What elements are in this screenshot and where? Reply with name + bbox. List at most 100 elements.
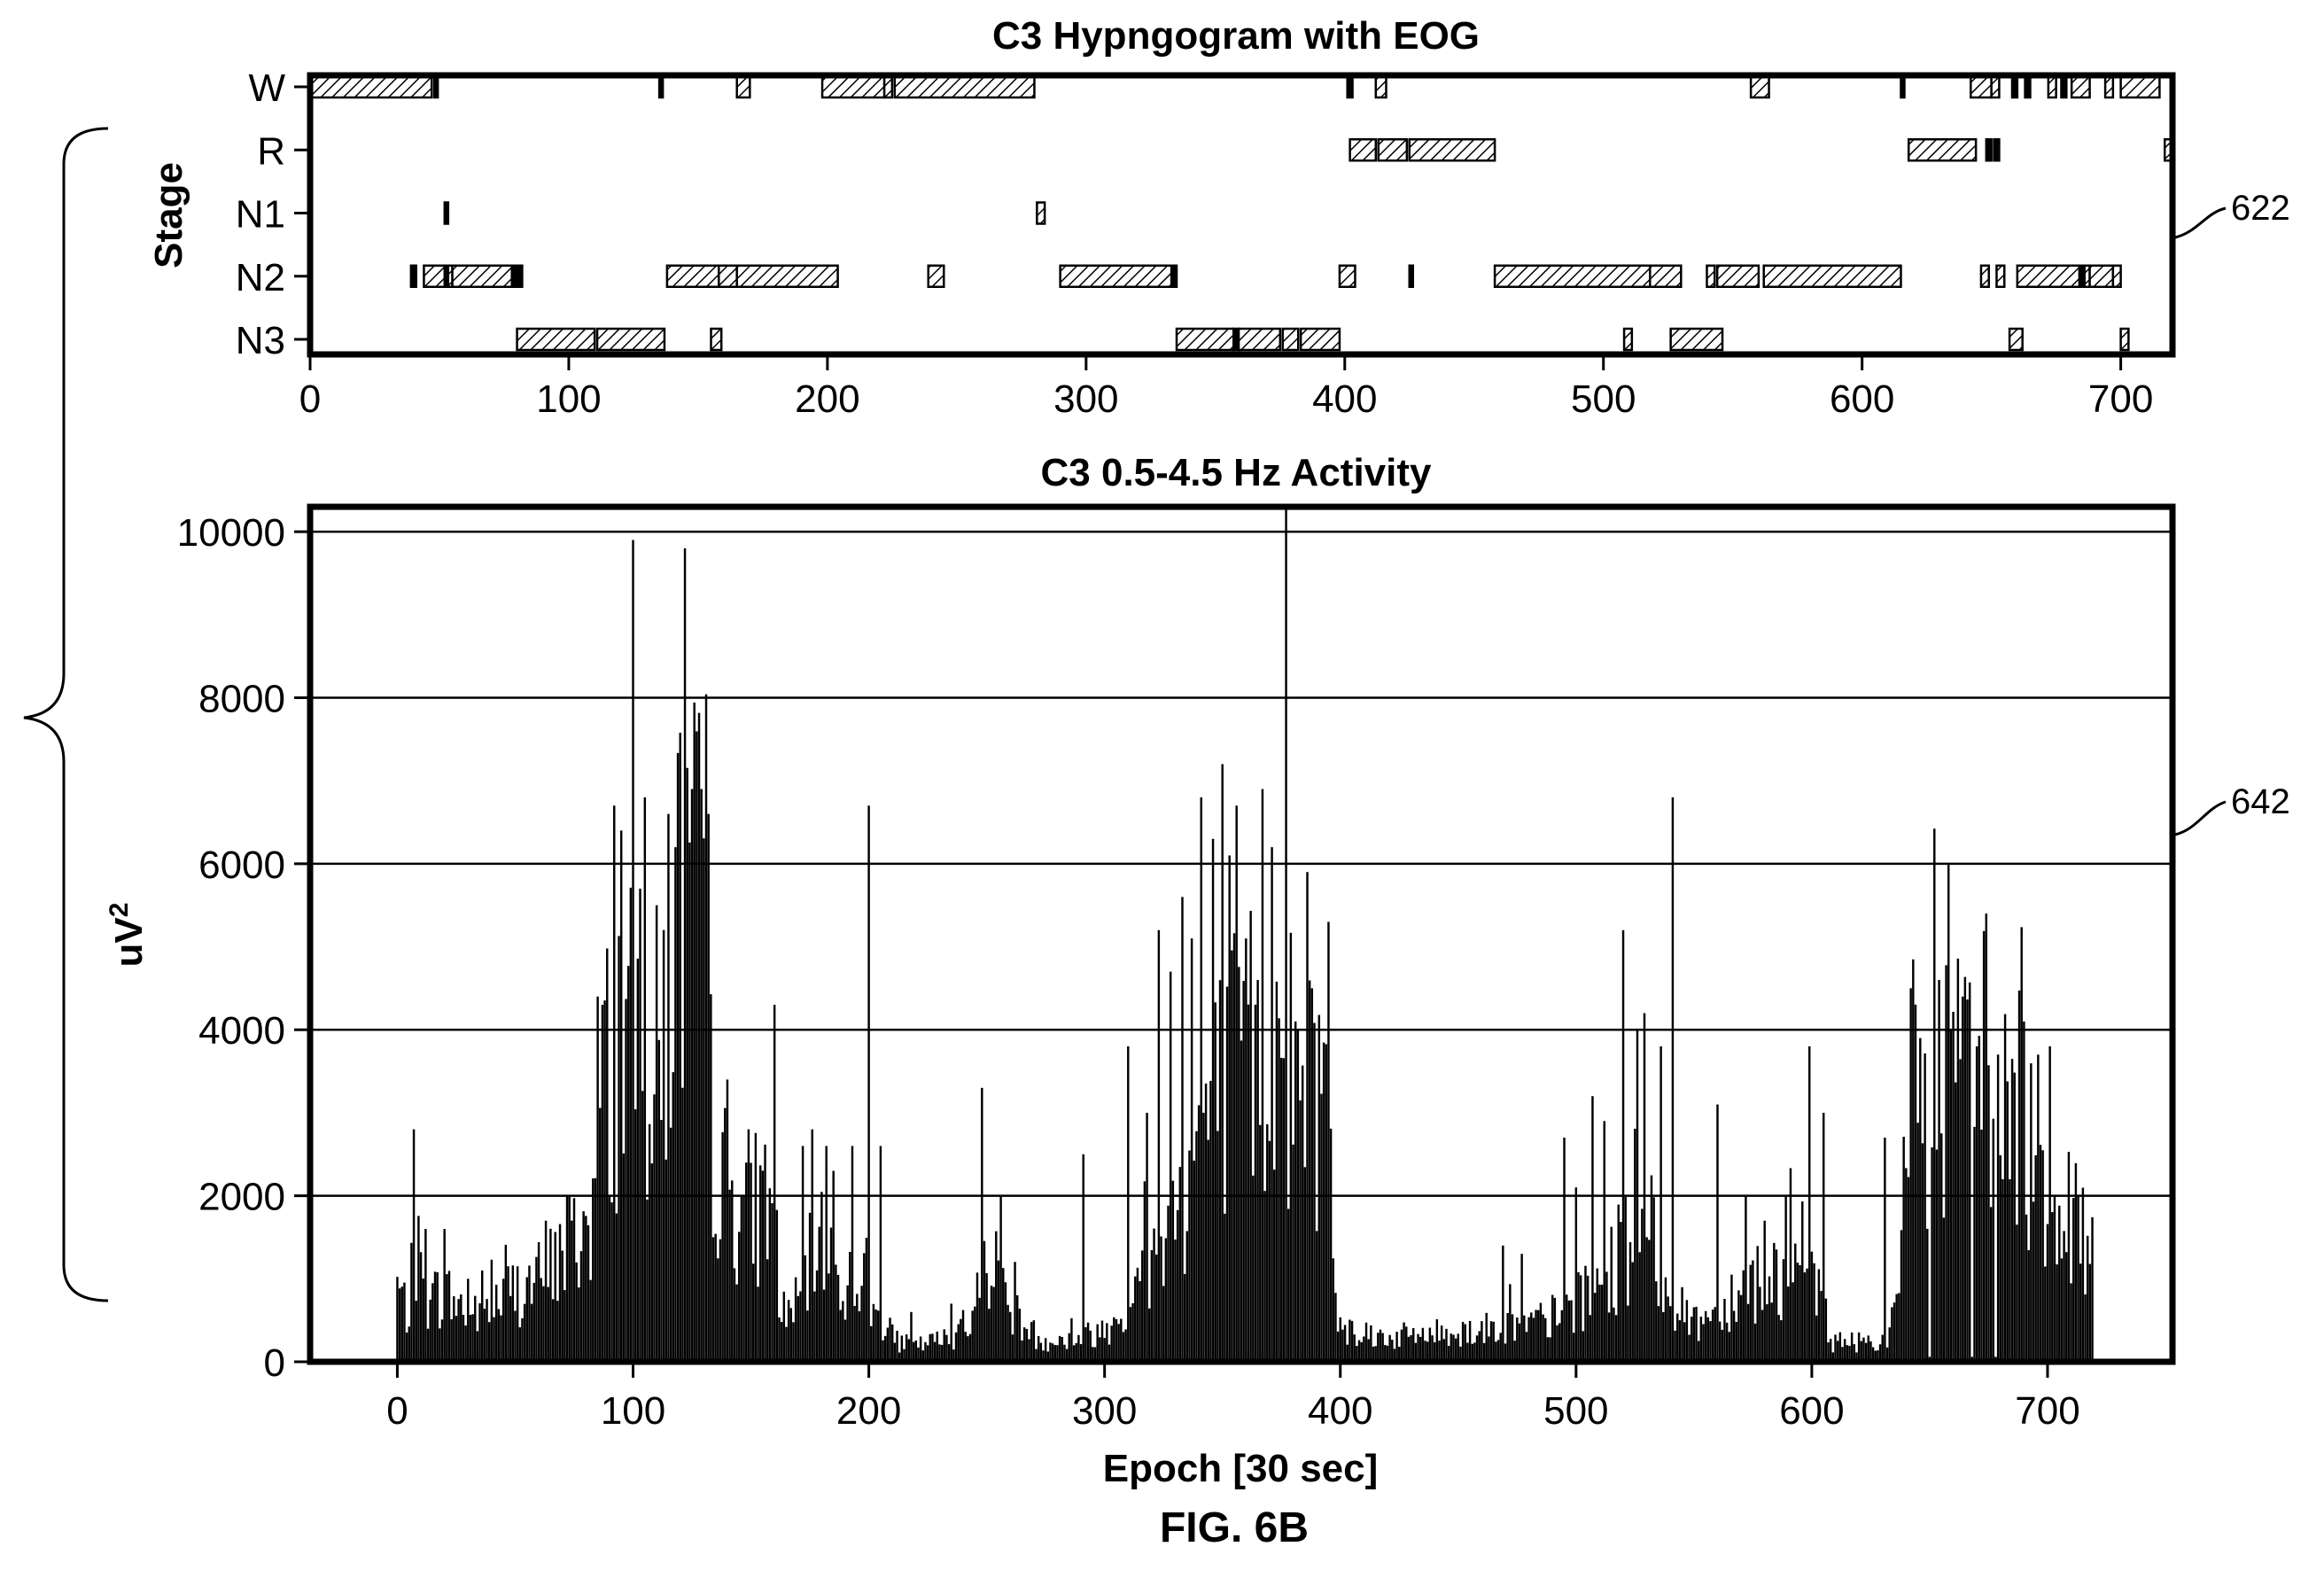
activity-bar bbox=[1688, 1334, 1691, 1362]
activity-bar bbox=[867, 805, 870, 1362]
activity-bar bbox=[903, 1348, 906, 1362]
activity-bar bbox=[643, 797, 647, 1362]
activity-bar bbox=[971, 1310, 974, 1362]
hypnogram-segment bbox=[2008, 327, 2024, 352]
activity-bar bbox=[467, 1279, 470, 1362]
activity-bar bbox=[1926, 1228, 1929, 1362]
activity-bar bbox=[811, 1129, 813, 1362]
y-tick-label: 4000 bbox=[198, 1009, 285, 1053]
activity-bar bbox=[511, 1265, 515, 1362]
activity-bar bbox=[1912, 959, 1915, 1362]
activity-bar bbox=[1662, 1311, 1665, 1362]
activity-bar bbox=[960, 1318, 962, 1362]
activity-bar bbox=[832, 1170, 835, 1362]
activity-bar bbox=[1961, 996, 1964, 1362]
activity-bar bbox=[626, 966, 630, 1362]
activity-bar bbox=[936, 1331, 938, 1362]
activity-bar bbox=[1572, 1333, 1575, 1362]
activity-bar bbox=[1770, 1302, 1773, 1362]
activity-bar bbox=[1286, 1209, 1290, 1362]
activity-bar bbox=[1266, 1123, 1269, 1362]
activity-bar bbox=[1339, 1317, 1341, 1362]
activity-bar bbox=[967, 1336, 969, 1362]
activity-bar bbox=[443, 1229, 446, 1362]
activity-bar bbox=[1157, 929, 1161, 1362]
activity-bar bbox=[1418, 1336, 1422, 1362]
stage-tick-label: N2 bbox=[236, 256, 285, 299]
activity-bar bbox=[1992, 1118, 1995, 1362]
hypnogram-segment bbox=[665, 264, 720, 288]
x-tick-label: 0 bbox=[386, 1389, 408, 1433]
activity-bar bbox=[403, 1282, 406, 1362]
activity-bar bbox=[1613, 1307, 1615, 1362]
activity-bar bbox=[1752, 1260, 1754, 1362]
activity-bar bbox=[1154, 1254, 1158, 1362]
activity-bar bbox=[1683, 1322, 1686, 1362]
activity-bar bbox=[1367, 1339, 1370, 1362]
activity-bar bbox=[738, 1232, 741, 1362]
activity-bar bbox=[1685, 1300, 1689, 1362]
hypnogram-segment bbox=[1990, 74, 2001, 99]
activity-bar bbox=[509, 1295, 512, 1362]
activity-bar bbox=[1124, 1329, 1127, 1362]
activity-bar bbox=[1412, 1328, 1415, 1362]
activity-bar bbox=[1379, 1329, 1382, 1362]
activity-bar bbox=[1596, 1268, 1598, 1362]
activity-bar bbox=[858, 1311, 861, 1362]
x-tick-label: 600 bbox=[1830, 377, 1894, 421]
hypnogram-segment bbox=[1669, 327, 1724, 352]
activity-bar bbox=[865, 1238, 868, 1362]
activity-bar bbox=[1240, 1040, 1243, 1362]
activity-bar bbox=[1574, 1187, 1578, 1362]
activity-bar bbox=[440, 1319, 444, 1362]
activity-bar bbox=[1218, 980, 1222, 1362]
activity-bar bbox=[1153, 1228, 1155, 1362]
activity-bar bbox=[2030, 1063, 2033, 1362]
activity-bar bbox=[2023, 1021, 2025, 1362]
activity-bar bbox=[1162, 1286, 1165, 1362]
activity-bar bbox=[710, 994, 712, 1362]
activity-bar bbox=[910, 1311, 913, 1362]
activity-bar bbox=[1549, 1337, 1551, 1362]
activity-bar bbox=[1959, 1059, 1962, 1362]
activity-bar bbox=[636, 958, 640, 1362]
activity-bar bbox=[1716, 1104, 1719, 1362]
activity-bar bbox=[419, 1252, 423, 1362]
activity-bar bbox=[589, 1279, 592, 1362]
hypnogram-segment bbox=[2088, 264, 2115, 288]
activity-bar bbox=[1817, 1269, 1821, 1362]
hypnogram-segment bbox=[820, 74, 886, 99]
x-tick-label: 300 bbox=[1072, 1389, 1137, 1433]
activity-bar bbox=[1343, 1325, 1347, 1362]
activity-bar bbox=[1495, 1341, 1497, 1362]
activity-chart: C3 0.5-4.5 Hz Activity 02000400060008000… bbox=[105, 451, 2176, 1490]
activity-bar bbox=[453, 1296, 455, 1362]
activity-bar bbox=[1634, 1128, 1636, 1362]
activity-bar bbox=[1452, 1334, 1455, 1362]
activity-bar bbox=[1353, 1334, 1356, 1362]
activity-bar bbox=[886, 1327, 890, 1362]
activity-bar bbox=[726, 1079, 729, 1362]
activity-bar bbox=[1655, 1281, 1658, 1362]
activity-bar bbox=[792, 1322, 795, 1362]
activity-bar bbox=[1082, 1154, 1084, 1362]
activity-bar bbox=[851, 1146, 854, 1362]
activity-bar bbox=[1110, 1325, 1113, 1362]
activity-bar bbox=[1035, 1348, 1038, 1362]
activity-bar bbox=[639, 888, 641, 1362]
activity-bar bbox=[1695, 1306, 1698, 1362]
activity-bar bbox=[1131, 1302, 1134, 1362]
activity-bar bbox=[424, 1229, 427, 1362]
activity-bar bbox=[735, 1284, 738, 1362]
activity-bars bbox=[396, 507, 2094, 1362]
activity-bar bbox=[1973, 1126, 1976, 1362]
activity-bar bbox=[1855, 1352, 1858, 1362]
activity-bar bbox=[1709, 1321, 1712, 1362]
activity-bar bbox=[933, 1341, 937, 1362]
activity-bar bbox=[2058, 1205, 2061, 1362]
activity-bar bbox=[1303, 1167, 1307, 1362]
activity-bar bbox=[1334, 1293, 1337, 1362]
activity-bar bbox=[690, 789, 694, 1362]
activity-bar bbox=[999, 1195, 1002, 1362]
x-tick-label: 100 bbox=[601, 1389, 665, 1433]
